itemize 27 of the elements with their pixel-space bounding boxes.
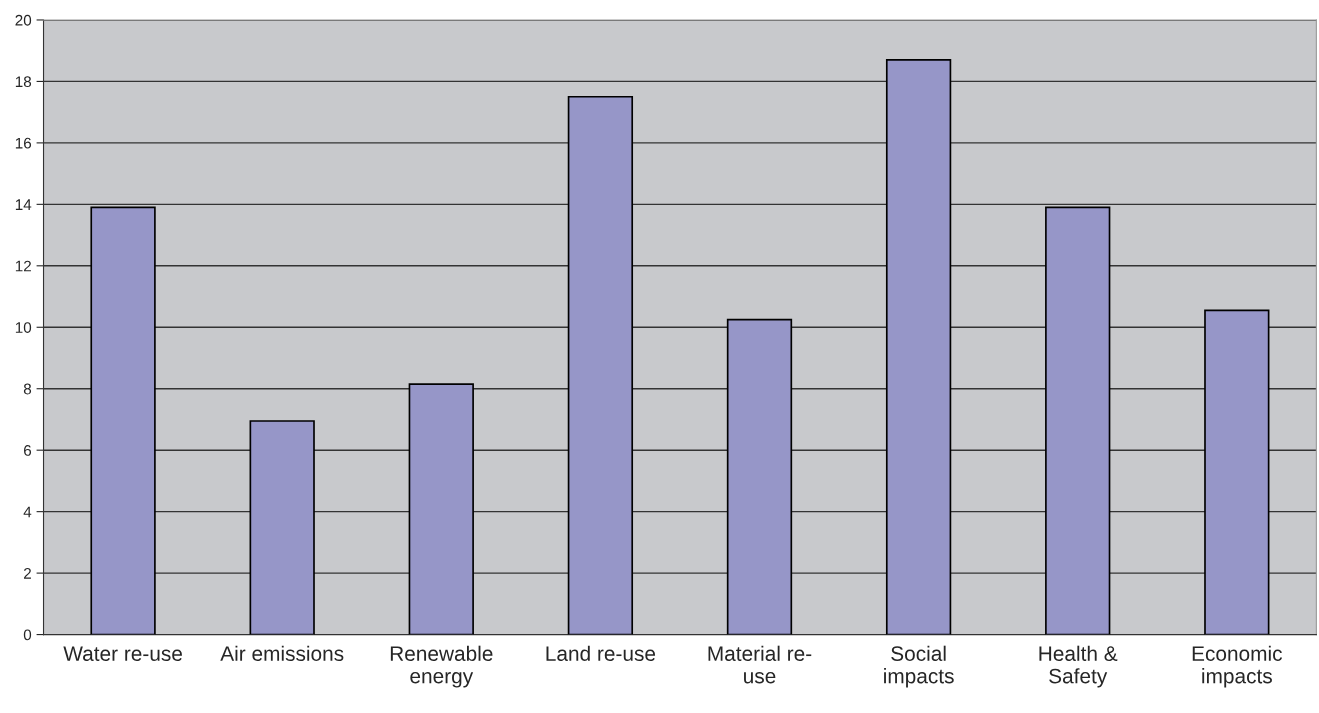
bar	[408, 383, 474, 635]
x-tick-label: Land re-use	[546, 645, 656, 661]
bar	[726, 318, 793, 635]
y-tick-label: 6	[24, 445, 32, 456]
bar	[567, 95, 634, 635]
x-tick-label: Social impacts	[884, 645, 954, 688]
y-tick-label: 18	[15, 76, 32, 88]
y-tick-label: 12	[15, 260, 31, 272]
x-tick-label: Health & Safety	[1039, 645, 1118, 688]
y-tick-label: 8	[23, 383, 32, 395]
x-tick-label: Water re-use	[63, 646, 182, 661]
y-tick-label: 16	[15, 137, 32, 149]
y-tick-label: 20	[15, 14, 32, 26]
x-tick-label: Renewable energy	[390, 645, 493, 688]
bar	[90, 206, 156, 635]
bar	[885, 59, 952, 635]
bar	[249, 420, 315, 635]
x-tick-label: Air emissions	[220, 645, 344, 661]
y-tick-label: 2	[23, 567, 31, 579]
y-tick-label: 10	[15, 322, 32, 333]
y-tick-label: 14	[15, 199, 32, 210]
y-tick-label: 4	[23, 506, 32, 518]
x-tick-label: Economic impacts	[1192, 645, 1282, 688]
bar	[1045, 206, 1111, 635]
bar	[1204, 309, 1270, 635]
x-tick-label: Material re- use	[708, 645, 812, 684]
y-tick-label: 0	[23, 629, 32, 641]
